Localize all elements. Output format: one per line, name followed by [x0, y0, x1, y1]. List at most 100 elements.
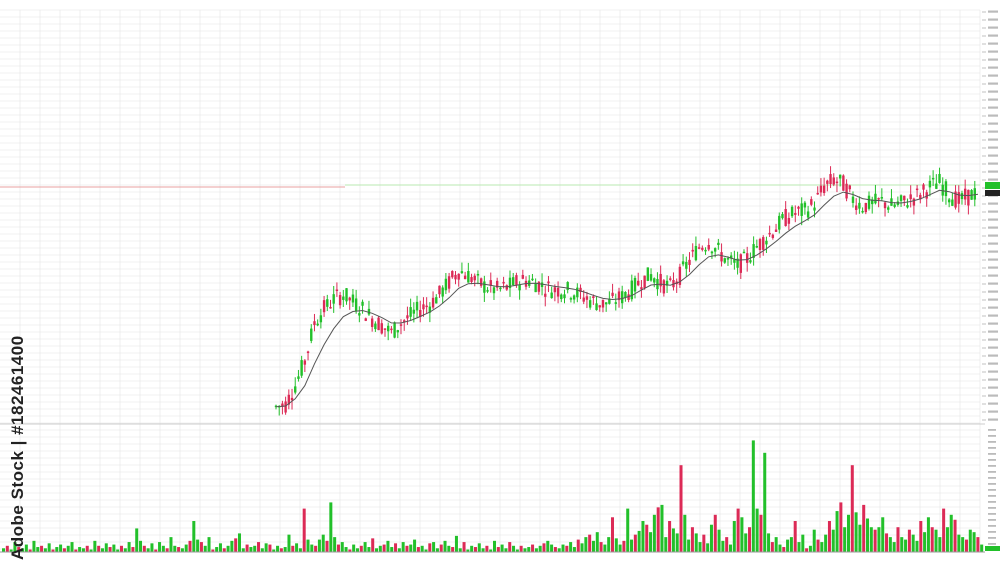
volume-axis-label	[988, 513, 996, 515]
volume-bar	[557, 548, 561, 552]
volume-bar	[287, 534, 291, 552]
volume-bar	[770, 542, 774, 552]
candle-body	[390, 328, 393, 331]
volume-bar	[591, 540, 595, 552]
volume-axis-label	[988, 501, 996, 503]
candle-body	[848, 185, 851, 190]
volume-bar	[298, 548, 302, 552]
candle-body	[835, 181, 839, 184]
candle-body	[608, 298, 611, 304]
volume-bar	[820, 542, 824, 552]
volume-bar	[5, 545, 9, 552]
price-axis-label	[988, 322, 998, 325]
volume-bar	[409, 544, 413, 552]
candle-body	[909, 194, 912, 200]
volume-bar	[748, 527, 752, 552]
volume-bar	[572, 547, 576, 552]
volume-bar	[325, 540, 329, 552]
candle-body	[765, 240, 768, 245]
volume-axis-label	[988, 447, 996, 449]
price-axis-label	[988, 138, 998, 141]
volume-bar	[473, 547, 477, 552]
volume-bar	[915, 540, 919, 552]
price-axis-label	[988, 18, 998, 21]
candle-body	[704, 249, 707, 252]
candle-body	[383, 328, 387, 330]
volume-bar	[165, 548, 169, 552]
candle-body	[300, 360, 303, 376]
candle-body	[685, 261, 688, 269]
candle-body	[713, 248, 717, 252]
volume-bar	[386, 540, 390, 552]
volume-bar	[466, 549, 470, 552]
price-axis-label	[988, 130, 998, 133]
current-price-marker	[985, 182, 1000, 189]
volume-bar	[74, 549, 78, 552]
volume-bar	[618, 544, 622, 552]
volume-bar	[359, 545, 363, 552]
price-axis-label	[988, 386, 998, 389]
volume-bar	[873, 529, 877, 552]
volume-bar	[652, 514, 656, 552]
volume-bar	[192, 521, 196, 552]
volume-bar	[40, 545, 44, 552]
volume-bar	[957, 534, 961, 552]
price-axis-label	[988, 58, 998, 61]
candle-body	[803, 202, 807, 208]
candle-body	[736, 258, 739, 268]
volume-bar	[580, 543, 584, 552]
candle-body	[351, 294, 355, 303]
candle-body	[919, 194, 922, 200]
candle-body	[659, 273, 662, 287]
volume-bar	[85, 545, 89, 552]
volume-bar	[458, 548, 462, 552]
volume-bar	[112, 544, 116, 552]
candle-body	[294, 386, 297, 393]
volume-bar	[907, 529, 911, 552]
volume-axis-label	[988, 459, 996, 461]
volume-bar	[363, 542, 367, 552]
candle-body	[925, 192, 928, 199]
volume-bar	[774, 537, 778, 552]
price-axis-label	[988, 402, 998, 405]
volume-bar	[603, 544, 607, 552]
price-axis-label	[988, 226, 998, 229]
candle-body	[361, 301, 364, 306]
volume-bar	[816, 539, 820, 552]
candle-body	[310, 328, 313, 341]
candle-body	[322, 300, 326, 313]
candle-body	[316, 323, 319, 326]
volume-bar	[827, 521, 831, 552]
volume-bar	[633, 534, 637, 552]
volume-bar	[119, 545, 123, 552]
candle-body	[553, 287, 557, 293]
candle-body	[858, 202, 861, 209]
candle-body	[454, 274, 457, 280]
volume-bar	[100, 548, 104, 552]
volume-bar	[892, 542, 896, 552]
candle-body	[540, 282, 544, 288]
candle-body	[576, 287, 579, 298]
volume-bar	[295, 543, 299, 552]
volume-bar	[336, 544, 340, 552]
volume-bar	[694, 533, 698, 552]
volume-bar	[660, 504, 664, 552]
volume-bar	[866, 518, 870, 552]
volume-bar	[203, 545, 207, 552]
volume-bar	[169, 537, 173, 552]
candle-body	[688, 259, 691, 265]
price-axis-label	[988, 210, 998, 213]
price-axis-label	[988, 162, 998, 165]
candle-body	[431, 297, 435, 308]
candle-body	[492, 287, 496, 294]
volume-bar	[413, 539, 417, 552]
volume-bar	[964, 539, 968, 552]
candle-body	[396, 330, 400, 333]
volume-bar	[420, 545, 424, 552]
volume-bar	[161, 545, 165, 552]
candle-body	[742, 251, 746, 254]
candle-body	[614, 302, 617, 304]
volume-bar	[382, 544, 386, 552]
candle-body	[579, 287, 582, 293]
candle-body	[813, 207, 816, 211]
